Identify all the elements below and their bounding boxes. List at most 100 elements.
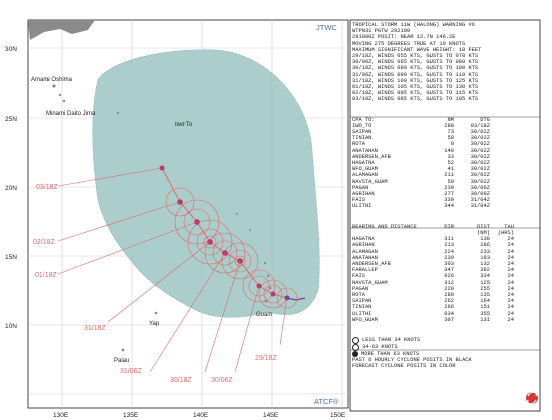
header-line: 03/18Z, WINDS 085 KTS, GUSTS TO 105 KTS: [352, 96, 479, 103]
header-line: 30/18Z, WINDS 080 KTS, GUSTS TO 100 KTS: [352, 65, 479, 72]
bd-row: WFO_GUAM 307 131 24: [352, 317, 540, 323]
bd-cell: WFO_GUAM: [352, 316, 378, 323]
legend-text: LESS THAN 34 KNOTS: [362, 337, 421, 344]
bearing-distance-table: BEARING AND DISTANCE DIR DIST TAU (NM) (…: [352, 224, 540, 323]
bd-cell: 303: [444, 260, 454, 267]
tau-label: 01/18Z: [35, 272, 58, 279]
header-line: 01/18Z, WINDS 105 KTS, GUSTS TO 130 KTS: [352, 84, 479, 91]
header-line: MAXIMUM SIGNIFICANT WAVE HEIGHT: 18 FEET: [352, 46, 482, 53]
bd-header-row: BEARING AND DISTANCE DIR DIST TAU: [352, 224, 540, 230]
bd-row: FAIS 026 334 24: [352, 273, 540, 279]
cpa-cell: IWO_TO: [352, 122, 372, 129]
cpa-row: SAIPAN 73 30/02Z: [352, 129, 540, 135]
bd-cell: 24: [507, 248, 514, 255]
bd-cell: 24: [507, 254, 514, 261]
bd-cell: PAGAN: [352, 285, 369, 292]
lon-label: 135E: [123, 412, 139, 419]
bd-subheader: (HRS): [497, 229, 514, 236]
cpa-cell: 30/02Z: [470, 141, 490, 148]
bd-cell: TINIAN: [352, 304, 372, 311]
cpa-cell: 344: [444, 203, 454, 210]
cpa-cell: 31/04Z: [470, 203, 490, 210]
bd-cell: 347: [444, 267, 454, 274]
bd-cell: SAIPAN: [352, 298, 372, 305]
cpa-header-row: CPA TO: NM DTG: [352, 117, 540, 123]
lat-label: 10N: [5, 323, 17, 330]
bd-cell: 24: [507, 316, 514, 323]
bd-row: AGRIHAN 213 286 24: [352, 242, 540, 248]
bd-cell: 026: [444, 273, 454, 280]
legend-item: LESS THAN 34 KNOTS: [352, 336, 540, 344]
header-line: TROPICAL STORM 11W (HALONG) WARNING #6: [352, 22, 475, 28]
land: [28, 20, 272, 352]
lat-label: 25N: [5, 116, 17, 123]
place-minami-daito-jima: Minami Daito Jima: [46, 111, 96, 117]
storm-open-icon: [352, 343, 359, 351]
bd-cell: 286: [480, 242, 490, 249]
cpa-row: ROTA 0 30/02Z: [352, 141, 540, 147]
lon-label: 145E: [263, 412, 279, 419]
bd-row: ANATAHAN 239 183 24: [352, 255, 540, 261]
cpa-cell: AGRIHAN: [352, 191, 375, 198]
cpa-cell: 03/18Z: [470, 122, 490, 129]
place-iwo-to: Iwo To: [175, 122, 193, 128]
legend-text: FORECAST CYCLONE POSITS IN COLOR: [352, 363, 456, 370]
header-line: 31/06Z, WINDS 090 KTS, GUSTS TO 110 KTS: [352, 71, 479, 78]
bd-cell: 312: [444, 279, 454, 286]
cpa-row: ULITHI 344 31/04Z: [352, 203, 540, 209]
legend-text: 34-63 KNOTS: [362, 344, 398, 351]
bd-row: NAVSTA_GUAM 312 125 24: [352, 280, 540, 286]
cpa-cell: 73: [447, 129, 454, 136]
bd-cell: 224: [444, 248, 454, 255]
lon-labels: 130E 135E 140E 145E 150E: [53, 412, 346, 419]
bd-cell: 255: [480, 285, 490, 292]
cpa-row: AGRIHAN 277 30/09Z: [352, 191, 540, 197]
wind-radii: [165, 187, 298, 309]
position-marker: [270, 291, 276, 297]
tau-labels: 03/18Z 02/18Z 01/18Z 31/18Z 31/06Z 30/18…: [33, 184, 278, 384]
cpa-cell: SAIPAN: [352, 129, 372, 136]
agency-jtwc-label: JTWC: [316, 23, 337, 32]
bd-cell: 24: [507, 285, 514, 292]
bd-cell: 135: [480, 291, 490, 298]
cpa-cell: 30/06Z: [470, 184, 490, 191]
bd-cell: 307: [444, 316, 454, 323]
header-line: 29/18Z, WINDS 055 KTS, GUSTS TO 070 KTS: [352, 53, 479, 60]
cpa-row: PAGAN 239 30/06Z: [352, 185, 540, 191]
bd-cell: 125: [480, 279, 490, 286]
bd-rows: HAGATNA 311 138 24 AGRIHAN 213 286 24 ALAMAGAN 22…: [352, 236, 540, 323]
agency-atcf-label: ATCF®: [314, 397, 339, 406]
cpa-cell: 30/02Z: [470, 153, 490, 160]
bd-cell: 151: [480, 304, 490, 311]
bd-cell: NAVSTA_GUAM: [352, 279, 388, 286]
typhoon-filled-icon: [352, 351, 358, 358]
header-line: 291800Z POSIT: NEAR 13.7N 146.2E: [352, 34, 456, 41]
bd-row: ULITHI 034 355 24: [352, 311, 540, 317]
bd-cell: 24: [507, 304, 514, 311]
cpa-cell: ANDERSEN_AFB: [352, 153, 391, 160]
bd-cell: 24: [507, 267, 514, 274]
tau-label: 30/06Z: [211, 377, 234, 384]
bd-header: TAU: [504, 223, 514, 230]
cpa-cell: FAIS: [352, 197, 365, 204]
tau-label: 31/18Z: [84, 325, 107, 332]
bd-row: ROTA 288 135 24: [352, 292, 540, 298]
bd-cell: 132: [480, 260, 490, 267]
legend-item: FORECAST CYCLONE POSITS IN COLOR: [352, 363, 540, 369]
header-line: MOVING 275 DEGREES TRUE AT 10 KNOTS: [352, 40, 466, 47]
bd-cell: 131: [480, 316, 490, 323]
cpa-cell: ROTA: [352, 141, 365, 148]
amami-island: [52, 84, 56, 88]
tau-label: 03/18Z: [36, 184, 59, 191]
bd-cell: FARALLEP: [352, 267, 378, 274]
bd-cell: 288: [444, 291, 454, 298]
bd-cell: 382: [480, 267, 490, 274]
bd-cell: 220: [444, 285, 454, 292]
bd-cell: 24: [507, 310, 514, 317]
bd-cell: 138: [480, 236, 490, 243]
cpa-cell: PAGAN: [352, 184, 369, 191]
bd-cell: ALAMAGAN: [352, 248, 378, 255]
cpa-cell: 33: [447, 153, 454, 160]
tau-leaders: [57, 167, 288, 373]
